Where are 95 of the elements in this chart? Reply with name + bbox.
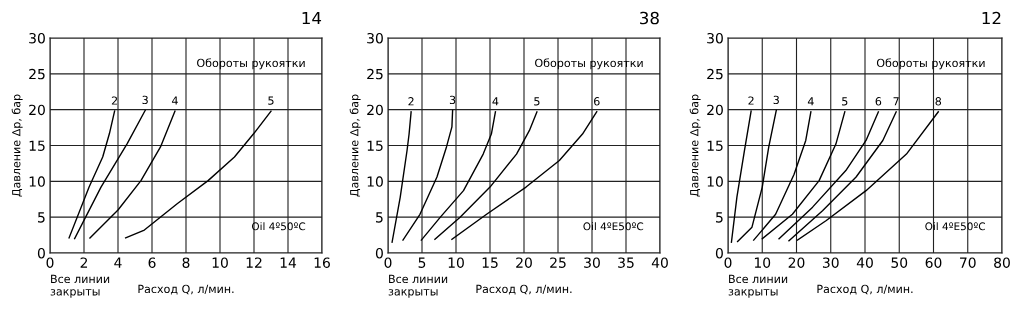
series-label: 7 — [893, 97, 899, 106]
x-tick-label: 2 — [80, 257, 88, 268]
y-tick-label: 15 — [367, 140, 383, 151]
text: Все линии закрыты — [728, 274, 788, 298]
chart-title: 38 — [640, 11, 659, 25]
y-axis-title: Давление Δp, бар — [349, 94, 361, 197]
y-tick-label: 20 — [367, 104, 383, 116]
series-label: 2 — [111, 96, 118, 105]
line-series — [73, 109, 146, 240]
y-tick-label: 25 — [367, 68, 383, 80]
series-label: 3 — [142, 95, 148, 105]
x-tick-label: 30 — [584, 257, 600, 268]
x-tick-label: 70 — [960, 257, 976, 268]
series-label: 5 — [842, 97, 848, 106]
y-tick-label: 25 — [707, 68, 723, 80]
line-series — [89, 110, 176, 239]
x-axis-title: Расход Q, л/мин. — [138, 284, 234, 295]
series-label: 4 — [171, 96, 178, 105]
series-label: 5 — [268, 96, 274, 105]
x-tick-label: 30 — [822, 257, 839, 268]
x-tick-label: 0 — [724, 257, 732, 268]
x-tick-label: 10 — [212, 257, 228, 268]
y-tick-label: 30 — [29, 32, 45, 44]
y-tick-label: 30 — [367, 32, 383, 44]
y-tick-label: 30 — [707, 32, 723, 44]
x-tick-label: 8 — [182, 257, 190, 268]
x-tick-label: 10 — [448, 257, 464, 268]
y-tick-label: 10 — [367, 176, 383, 187]
x-tick-label: 20 — [788, 257, 805, 268]
line-series — [788, 111, 897, 242]
line-series — [736, 109, 777, 243]
annotation: Обороты рукоятки — [535, 58, 643, 70]
x-tick-label: 4 — [114, 257, 122, 268]
y-tick-label: 0 — [37, 247, 45, 259]
y-tick-label: 5 — [38, 212, 45, 223]
x-tick-label: 80 — [994, 257, 1010, 268]
line-series — [420, 111, 497, 241]
y-tick-label: 15 — [29, 140, 45, 151]
y-tick-label: 0 — [375, 247, 383, 259]
chart-title: 12 — [982, 11, 1001, 25]
x-tick-label: 10 — [754, 257, 771, 268]
chart-title: 14 — [302, 11, 322, 25]
y-tick-label: 0 — [715, 247, 723, 259]
x-tick-label: 35 — [618, 257, 634, 268]
y-axis-title: Давление Δp, бар — [689, 94, 701, 197]
y-tick-label: 5 — [716, 212, 723, 223]
line-series — [391, 111, 412, 243]
y-tick-label: 20 — [707, 104, 723, 116]
x-tick-label: 40 — [651, 257, 668, 268]
annotation: Обороты рукоятки — [197, 58, 305, 70]
x-tick-label: 0 — [384, 257, 392, 268]
x-axis-title: Расход Q, л/мин. — [817, 284, 913, 295]
x-tick-label: 20 — [516, 257, 532, 268]
y-tick-label: 20 — [29, 104, 45, 116]
series-label: 4 — [807, 97, 814, 106]
y-tick-label: 15 — [707, 140, 723, 151]
series-label: 6 — [875, 97, 882, 106]
annotation: Oil 4ºE50ºC — [583, 222, 644, 231]
line-series — [451, 111, 598, 241]
text: Все линии закрыты — [388, 274, 448, 298]
line-series — [68, 110, 116, 239]
x-tick-label: 15 — [482, 257, 498, 268]
line-series — [752, 111, 812, 241]
x-axis-title: Расход Q, л/мин. — [476, 284, 572, 295]
line-series — [402, 109, 454, 241]
line-series — [796, 111, 939, 241]
y-tick-label: 10 — [29, 176, 45, 187]
series-label: 3 — [449, 95, 456, 105]
x-tick-label: 50 — [891, 257, 908, 268]
y-tick-label: 5 — [376, 212, 383, 223]
y-tick-label: 10 — [707, 176, 723, 187]
x-tick-label: 5 — [418, 257, 426, 268]
line-series — [434, 111, 538, 241]
line-series — [761, 111, 846, 240]
series-label: 4 — [492, 97, 499, 106]
x-tick-label: 14 — [280, 257, 297, 268]
x-tick-label: 25 — [550, 257, 566, 268]
series-label: 8 — [935, 97, 942, 106]
x-tick-label: 12 — [246, 257, 262, 268]
series-label: 5 — [534, 97, 540, 106]
annotation: Oil 4º50ºC — [251, 222, 306, 231]
y-axis-title: Давление Δp, бар — [11, 94, 23, 197]
series-label: 3 — [773, 95, 779, 105]
x-tick-label: 0 — [46, 257, 54, 268]
x-tick-label: 40 — [856, 257, 873, 268]
x-tick-label: 6 — [148, 257, 156, 268]
series-label: 6 — [594, 97, 600, 106]
x-tick-label: 60 — [925, 257, 942, 268]
line-series — [730, 110, 752, 243]
text: Все линии закрыты — [50, 274, 110, 298]
line-series — [778, 111, 880, 240]
series-label: 2 — [408, 97, 414, 106]
series-label: 2 — [748, 96, 754, 105]
y-tick-label: 25 — [29, 68, 45, 80]
x-tick-label: 16 — [314, 257, 330, 268]
